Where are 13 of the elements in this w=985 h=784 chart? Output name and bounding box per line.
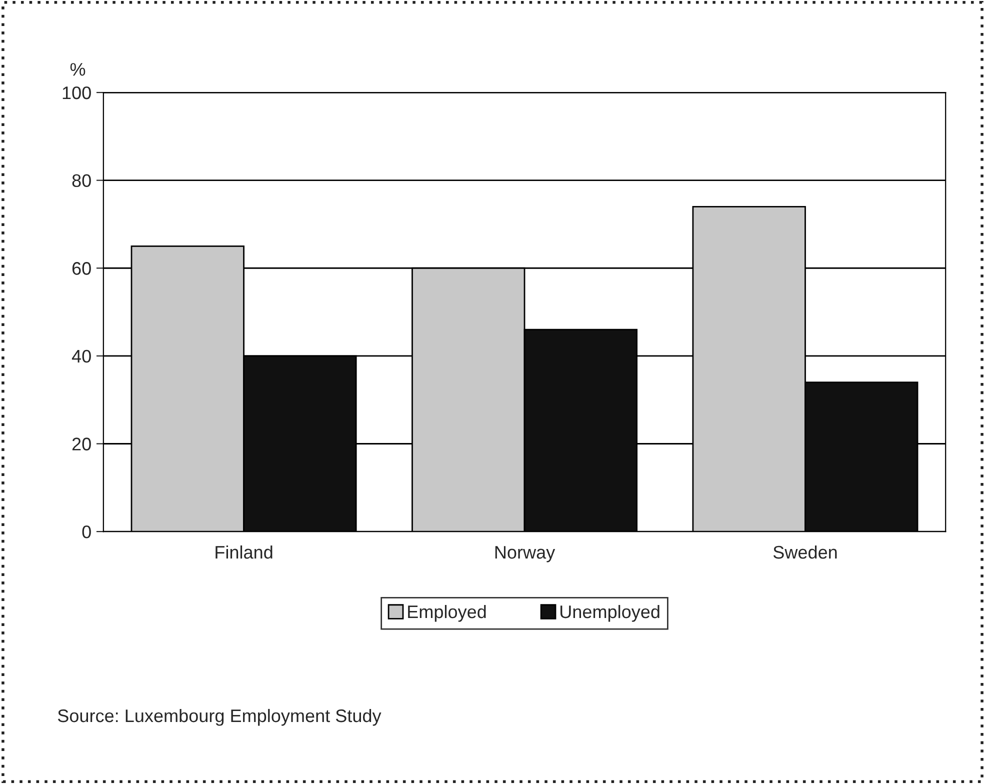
legend-label: Employed [408, 604, 486, 622]
x-tick-label: Finland [216, 545, 272, 559]
source-note: Source: Luxembourg Employment Study [58, 708, 382, 726]
x-tick-label: Norway [495, 546, 556, 562]
y-tick-label: 40 [72, 350, 91, 363]
y-tick-label: 100 [62, 86, 91, 100]
y-axis-title: % [70, 63, 86, 76]
y-tick-label: 60 [72, 262, 91, 275]
legend-label: Unemployed [560, 604, 660, 622]
y-tick-label: 0 [82, 525, 91, 538]
x-tick-label: Sweden [773, 545, 837, 559]
y-tick-label: 80 [72, 174, 91, 188]
y-tick-label: 20 [72, 438, 91, 450]
